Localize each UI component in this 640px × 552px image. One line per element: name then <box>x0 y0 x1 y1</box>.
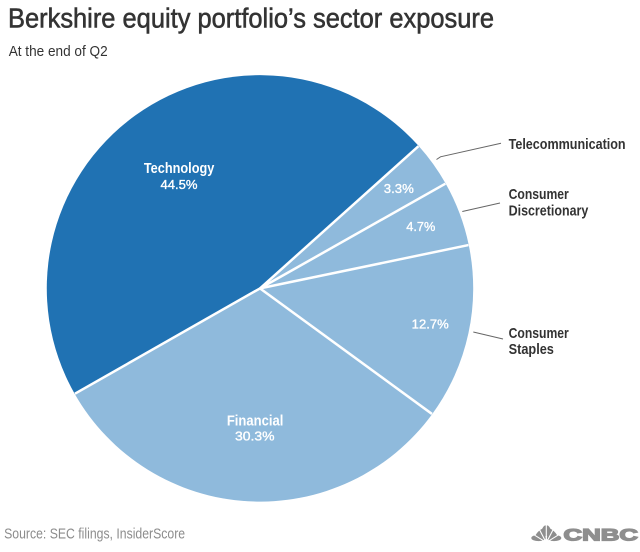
svg-text:44.5%: 44.5% <box>161 177 198 192</box>
svg-text:3.3%: 3.3% <box>384 181 414 196</box>
svg-text:Financial: Financial <box>227 413 284 430</box>
svg-text:Staples: Staples <box>509 341 554 358</box>
svg-text:Telecommunication: Telecommunication <box>509 136 626 153</box>
svg-text:Consumer: Consumer <box>509 186 569 203</box>
svg-text:At the end of Q2: At the end of Q2 <box>9 43 108 60</box>
svg-text:4.7%: 4.7% <box>406 219 435 234</box>
svg-text:Consumer: Consumer <box>509 325 569 342</box>
svg-text:Technology: Technology <box>144 160 215 177</box>
svg-text:CNBC: CNBC <box>564 525 639 544</box>
svg-text:Berkshire equity portfolio’s s: Berkshire equity portfolio’s sector expo… <box>8 3 494 34</box>
svg-text:Source: SEC filings, InsiderSc: Source: SEC filings, InsiderScore <box>4 525 185 542</box>
svg-text:Discretionary: Discretionary <box>509 203 589 220</box>
svg-text:12.7%: 12.7% <box>412 316 449 331</box>
svg-text:30.3%: 30.3% <box>235 428 275 443</box>
